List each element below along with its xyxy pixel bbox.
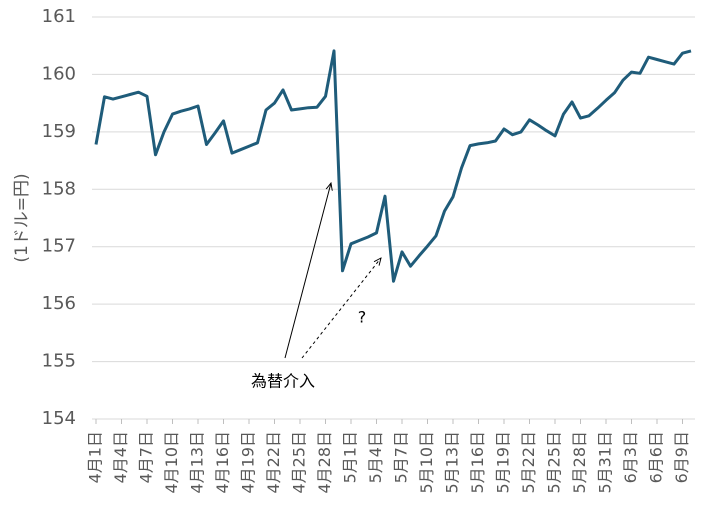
data-line <box>94 49 692 283</box>
x-tick-label: 6月9日 <box>672 431 691 483</box>
y-tick-label: 157 <box>42 236 76 257</box>
x-tick-label: 6月3日 <box>621 431 640 483</box>
x-tick-label: 5月7日 <box>392 431 411 483</box>
y-tick-label: 161 <box>42 6 76 27</box>
y-tick-label: 155 <box>42 351 76 372</box>
x-tick-label: 4月10日 <box>162 431 181 494</box>
x-tick-label: 4月28日 <box>315 431 334 494</box>
x-tick-label: 6月6日 <box>647 431 666 483</box>
x-tick-label: 4月22日 <box>264 431 283 494</box>
x-tick-label: 5月16日 <box>468 431 487 494</box>
x-tick-label: 5月13日 <box>443 431 462 494</box>
x-tick-label: 5月1日 <box>341 431 360 483</box>
x-tick-label: 5月4日 <box>366 431 385 483</box>
y-tick-label: 154 <box>42 408 76 429</box>
x-tick-label: 4月4日 <box>111 431 130 483</box>
annotation: 為替介入 <box>251 372 315 391</box>
x-tick-label: 4月7日 <box>137 431 156 483</box>
y-tick-label: 156 <box>42 293 76 314</box>
annotation-arrow-dashed <box>301 258 381 359</box>
annotation: ? <box>358 308 367 327</box>
y-tick-label: 160 <box>42 63 76 84</box>
x-tick-label: 5月22日 <box>519 431 538 494</box>
x-tick-label: 4月19日 <box>239 431 258 494</box>
x-tick-label: 5月28日 <box>570 431 589 494</box>
x-tick-label: 4月13日 <box>188 431 207 494</box>
x-tick-label: 4月1日 <box>86 431 105 483</box>
y-axis-title: (1ドル=円) <box>12 173 32 262</box>
x-tick-label: 5月25日 <box>545 431 564 494</box>
x-tick-label: 4月25日 <box>290 431 309 494</box>
y-tick-label: 159 <box>42 121 76 142</box>
x-tick-label: 5月19日 <box>494 431 513 494</box>
y-tick-label: 158 <box>42 178 76 199</box>
annotation-arrow <box>284 183 331 359</box>
x-tick-label: 5月10日 <box>417 431 436 494</box>
x-tick-label: 5月31日 <box>596 431 615 494</box>
x-tick-label: 4月16日 <box>213 431 232 494</box>
